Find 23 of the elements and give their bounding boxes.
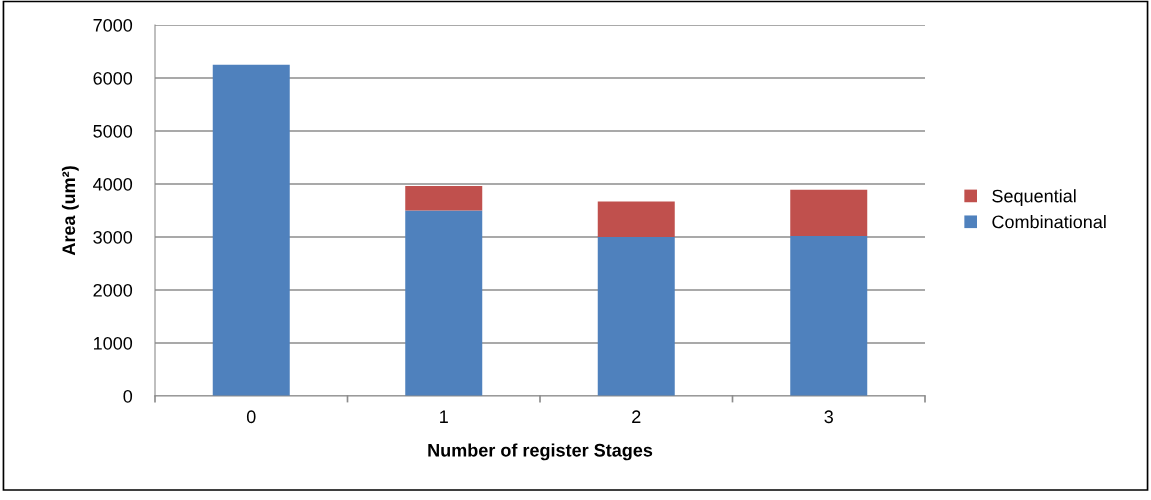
x-axis-title: Number of register Stages — [428, 443, 653, 461]
bar — [790, 235, 868, 396]
y-axis-title: Area (um²) — [61, 166, 79, 256]
bar — [597, 201, 675, 237]
bar — [790, 189, 868, 236]
y-tick-label: 0 — [123, 389, 133, 403]
y-tick-label: 3000 — [93, 230, 133, 244]
bar — [212, 64, 290, 396]
bar — [597, 237, 675, 396]
y-tick-label: 7000 — [93, 18, 133, 32]
x-tick-label: 1 — [440, 410, 448, 423]
bar — [405, 210, 483, 396]
y-tick-label: 1000 — [93, 336, 133, 350]
x-tick-label: 2 — [632, 410, 641, 423]
x-tick-label: 0 — [246, 410, 256, 424]
y-tick-label: 4000 — [93, 177, 133, 191]
legend-label: Sequential — [992, 189, 1076, 206]
y-tick-label: 5000 — [93, 124, 133, 138]
y-tick-label: 6000 — [93, 71, 133, 85]
bar — [405, 186, 483, 211]
x-tick-label: 3 — [824, 410, 833, 424]
legend-label: Combinational — [992, 215, 1106, 229]
y-tick-label: 2000 — [93, 283, 133, 297]
